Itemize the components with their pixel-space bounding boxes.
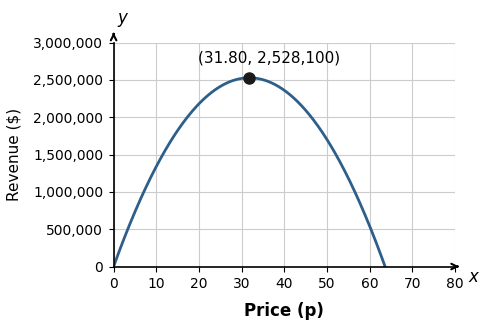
Y-axis label: Revenue ($): Revenue ($) [7, 108, 22, 201]
Text: y: y [117, 9, 127, 27]
X-axis label: Price (p): Price (p) [244, 302, 324, 320]
Text: (31.80, 2,528,100): (31.80, 2,528,100) [198, 51, 340, 66]
Text: x: x [469, 267, 479, 285]
